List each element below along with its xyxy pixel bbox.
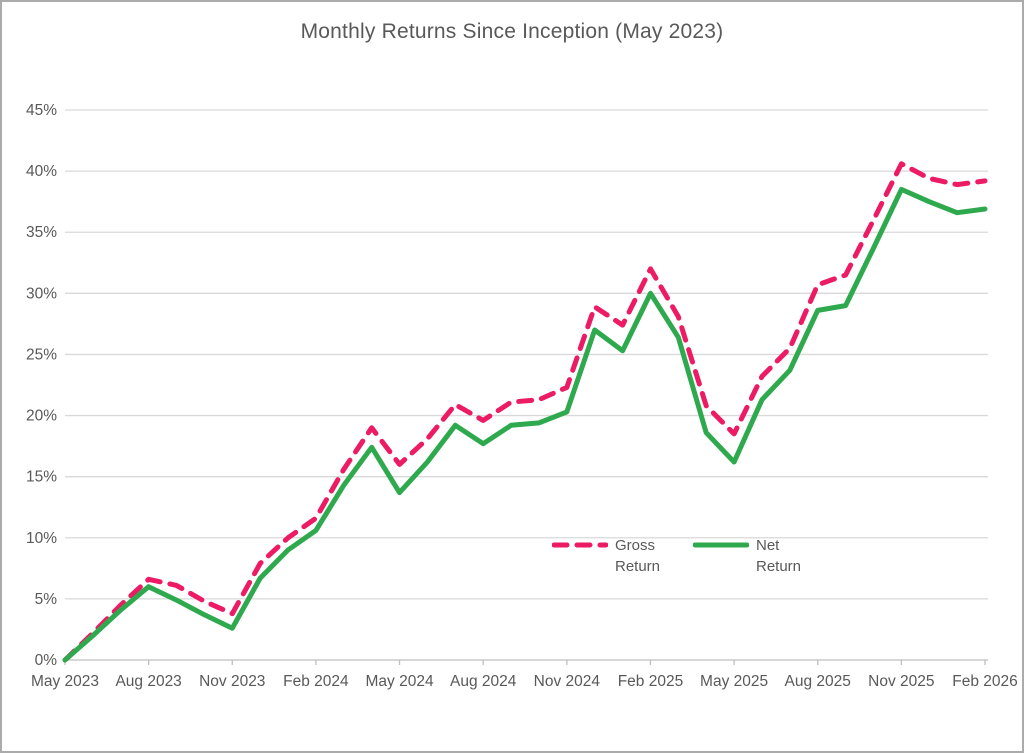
y-axis-label: 0% <box>35 652 58 669</box>
y-axis-label: 40% <box>26 163 57 180</box>
x-axis-label: May 2024 <box>366 673 434 690</box>
x-axis-label: May 2023 <box>31 673 99 690</box>
x-axis-label: Nov 2025 <box>868 673 934 690</box>
x-axis-label: Feb 2025 <box>618 673 684 690</box>
legend-label-net-return: Net Return <box>756 537 802 575</box>
y-axis-label: 15% <box>26 469 57 486</box>
x-axis-label: Nov 2023 <box>199 673 265 690</box>
x-axis-label: Aug 2023 <box>115 673 181 690</box>
gross-return-dashed-key-icon <box>552 542 608 548</box>
x-axis-label: Aug 2024 <box>450 673 517 690</box>
net-return-solid-key-icon <box>693 542 749 548</box>
legend-label-gross-return: Gross Return <box>615 537 661 575</box>
legend-item-gross-return[interactable]: Gross Return <box>552 535 669 577</box>
x-axis-label: Nov 2024 <box>534 673 601 690</box>
gross-return-line <box>62 161 988 663</box>
x-axis-label: May 2025 <box>700 673 768 690</box>
x-axis-label: Feb 2024 <box>283 673 349 690</box>
x-axis-label: Aug 2025 <box>785 673 851 690</box>
legend-item-net-return[interactable]: Net Return <box>693 535 810 577</box>
y-axis-label: 25% <box>26 346 57 363</box>
y-axis-label: 35% <box>26 224 57 241</box>
net-return-line <box>62 186 988 663</box>
y-axis-label: 20% <box>26 408 57 425</box>
y-axis-label: 45% <box>26 102 57 119</box>
y-axis-label: 10% <box>26 530 57 547</box>
chart-title: Monthly Returns Since Inception (May 202… <box>300 20 724 43</box>
y-axis-label: 30% <box>26 285 57 302</box>
x-axis-label: Feb 2026 <box>952 673 1018 690</box>
y-axis-label: 5% <box>35 591 58 608</box>
legend: Gross Return Net Return <box>552 535 810 577</box>
